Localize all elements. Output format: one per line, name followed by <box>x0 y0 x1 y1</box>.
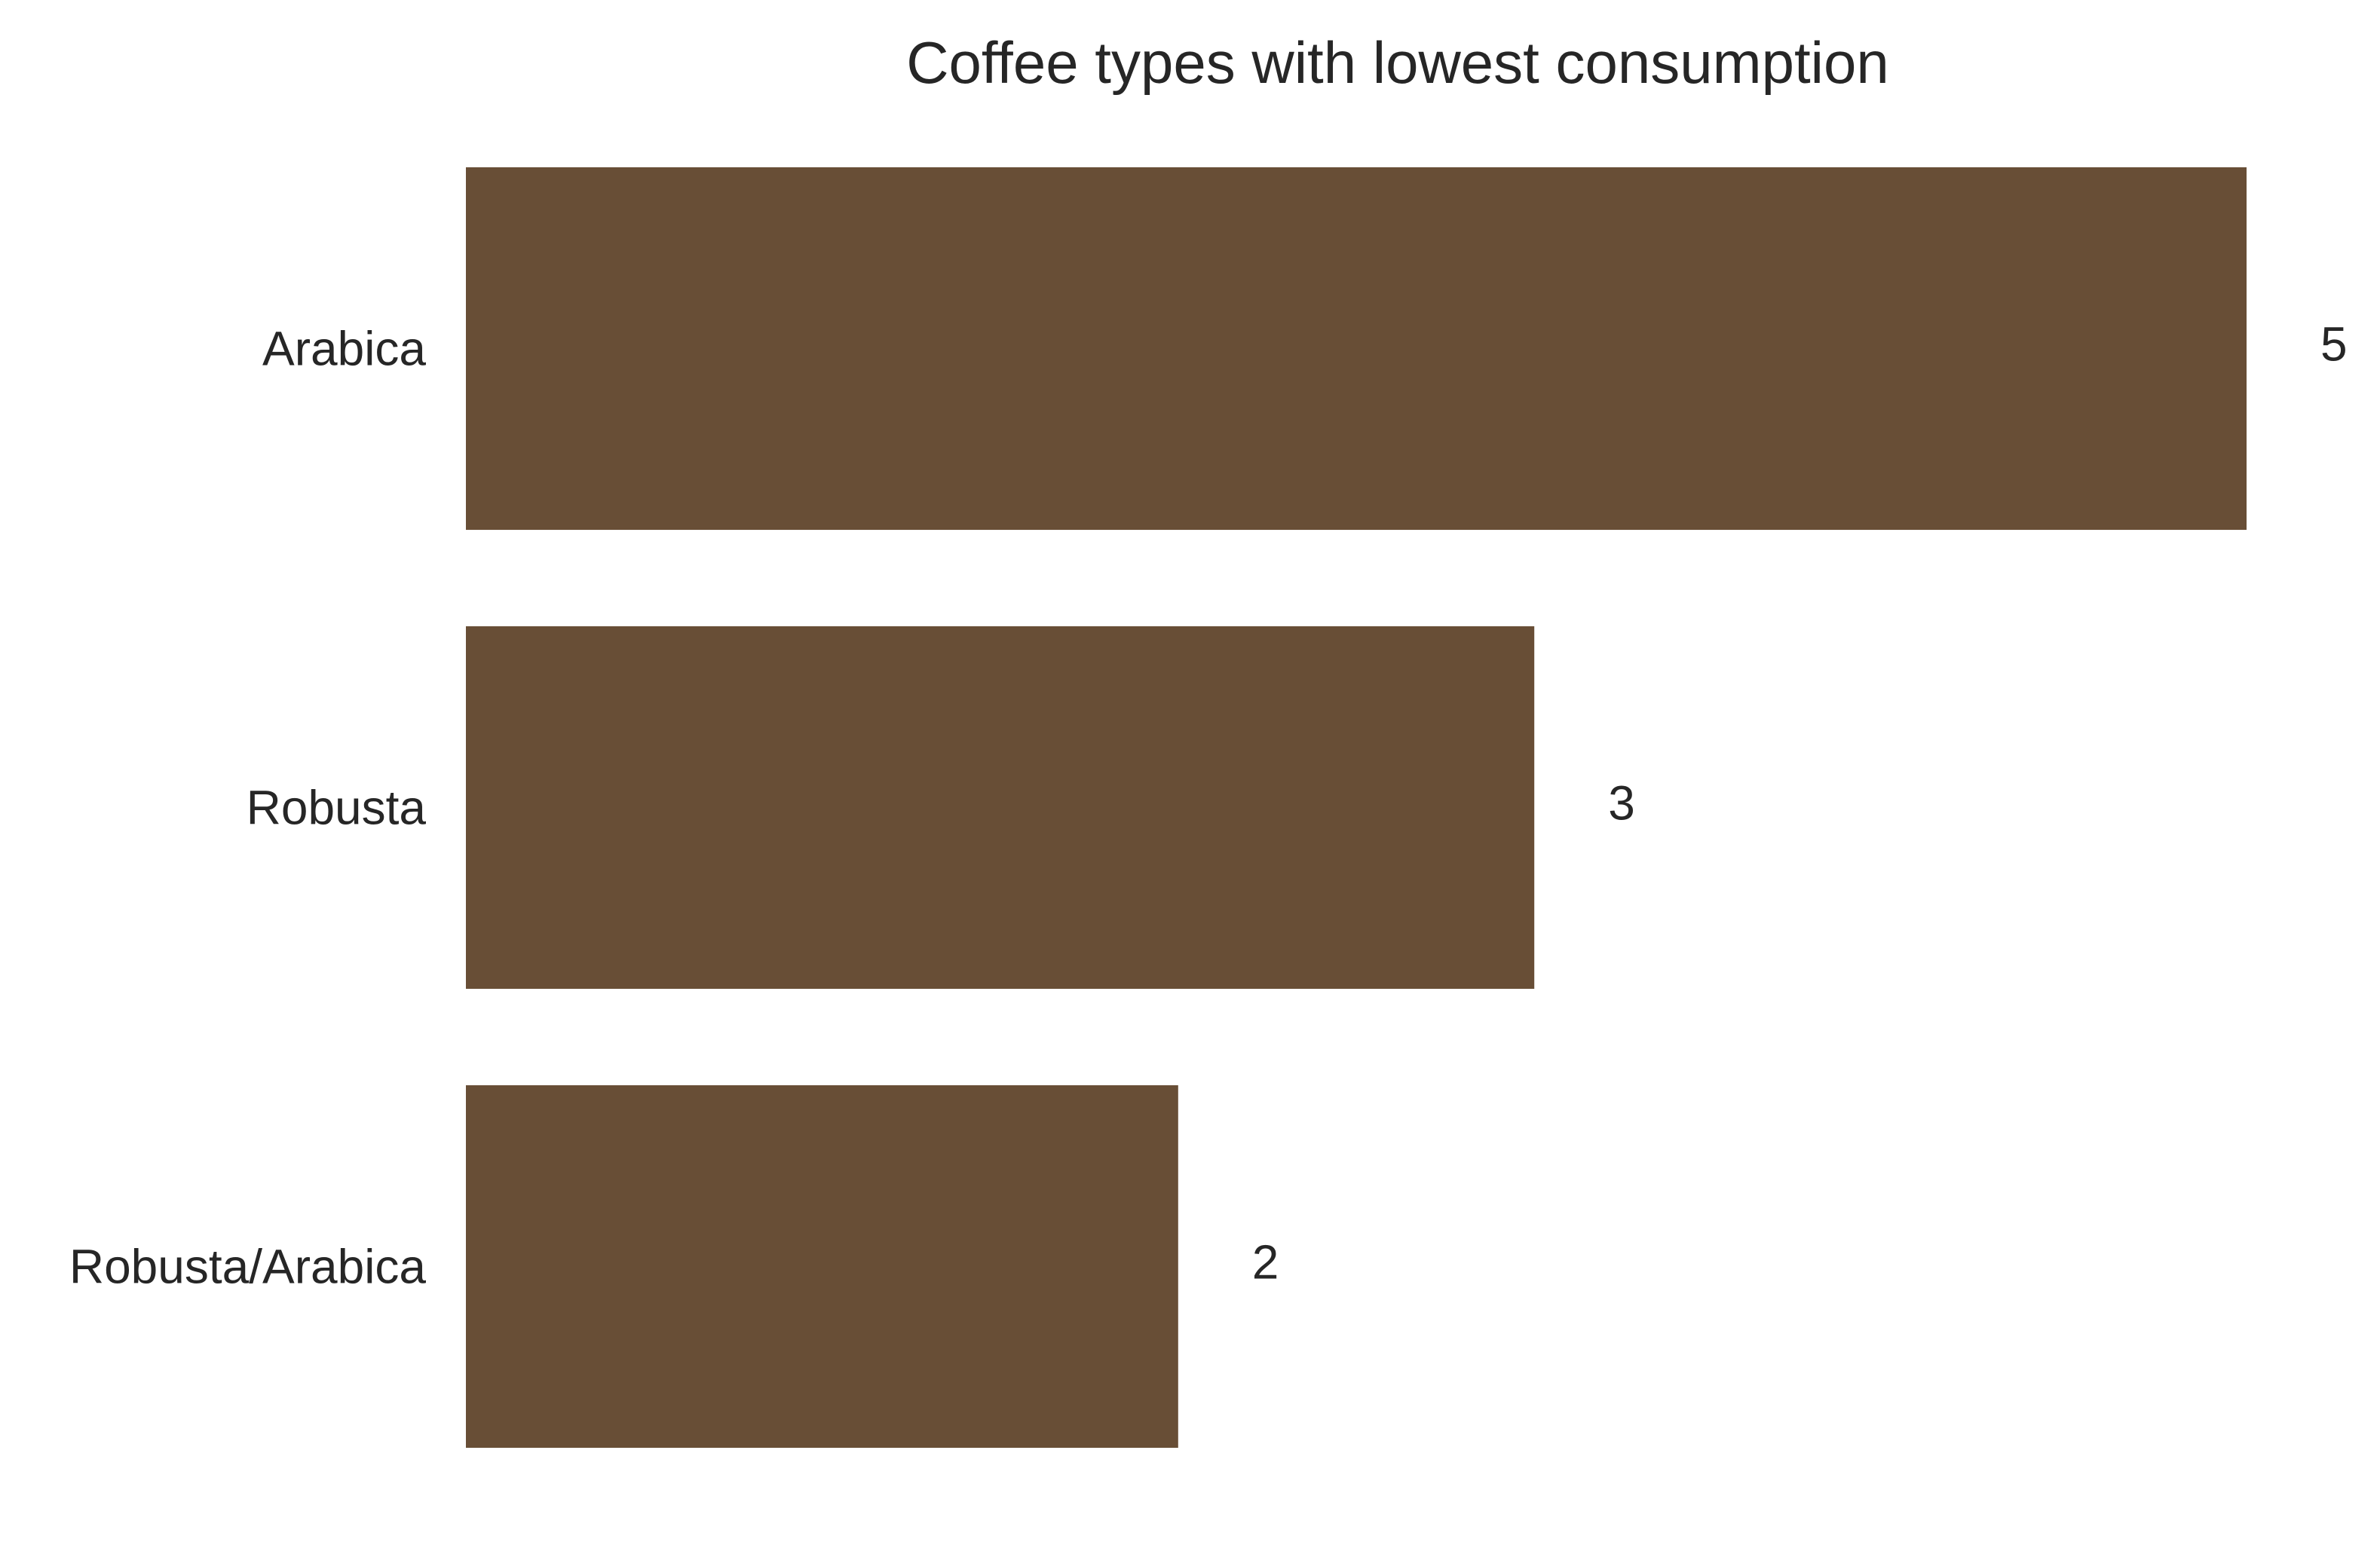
bar-robusta-arabica <box>466 1085 1178 1449</box>
bars-layer <box>466 167 2247 1449</box>
y-tick-label: Robusta/Arabica <box>69 1240 427 1294</box>
y-tick-label: Arabica <box>262 322 426 376</box>
bar-robusta <box>466 626 1535 990</box>
y-tick-label: Robusta <box>247 781 427 835</box>
data-labels: 5 3 2 <box>1252 317 2348 1290</box>
bar-value-label: 3 <box>1608 776 1635 831</box>
bar-arabica <box>466 167 2247 531</box>
chart-title: Coffee types with lowest consumption <box>906 29 1889 96</box>
bar-value-label: 5 <box>2320 317 2348 372</box>
bar-value-label: 2 <box>1252 1235 1279 1290</box>
y-axis-tick-labels: Arabica Robusta Robusta/Arabica <box>69 322 427 1294</box>
